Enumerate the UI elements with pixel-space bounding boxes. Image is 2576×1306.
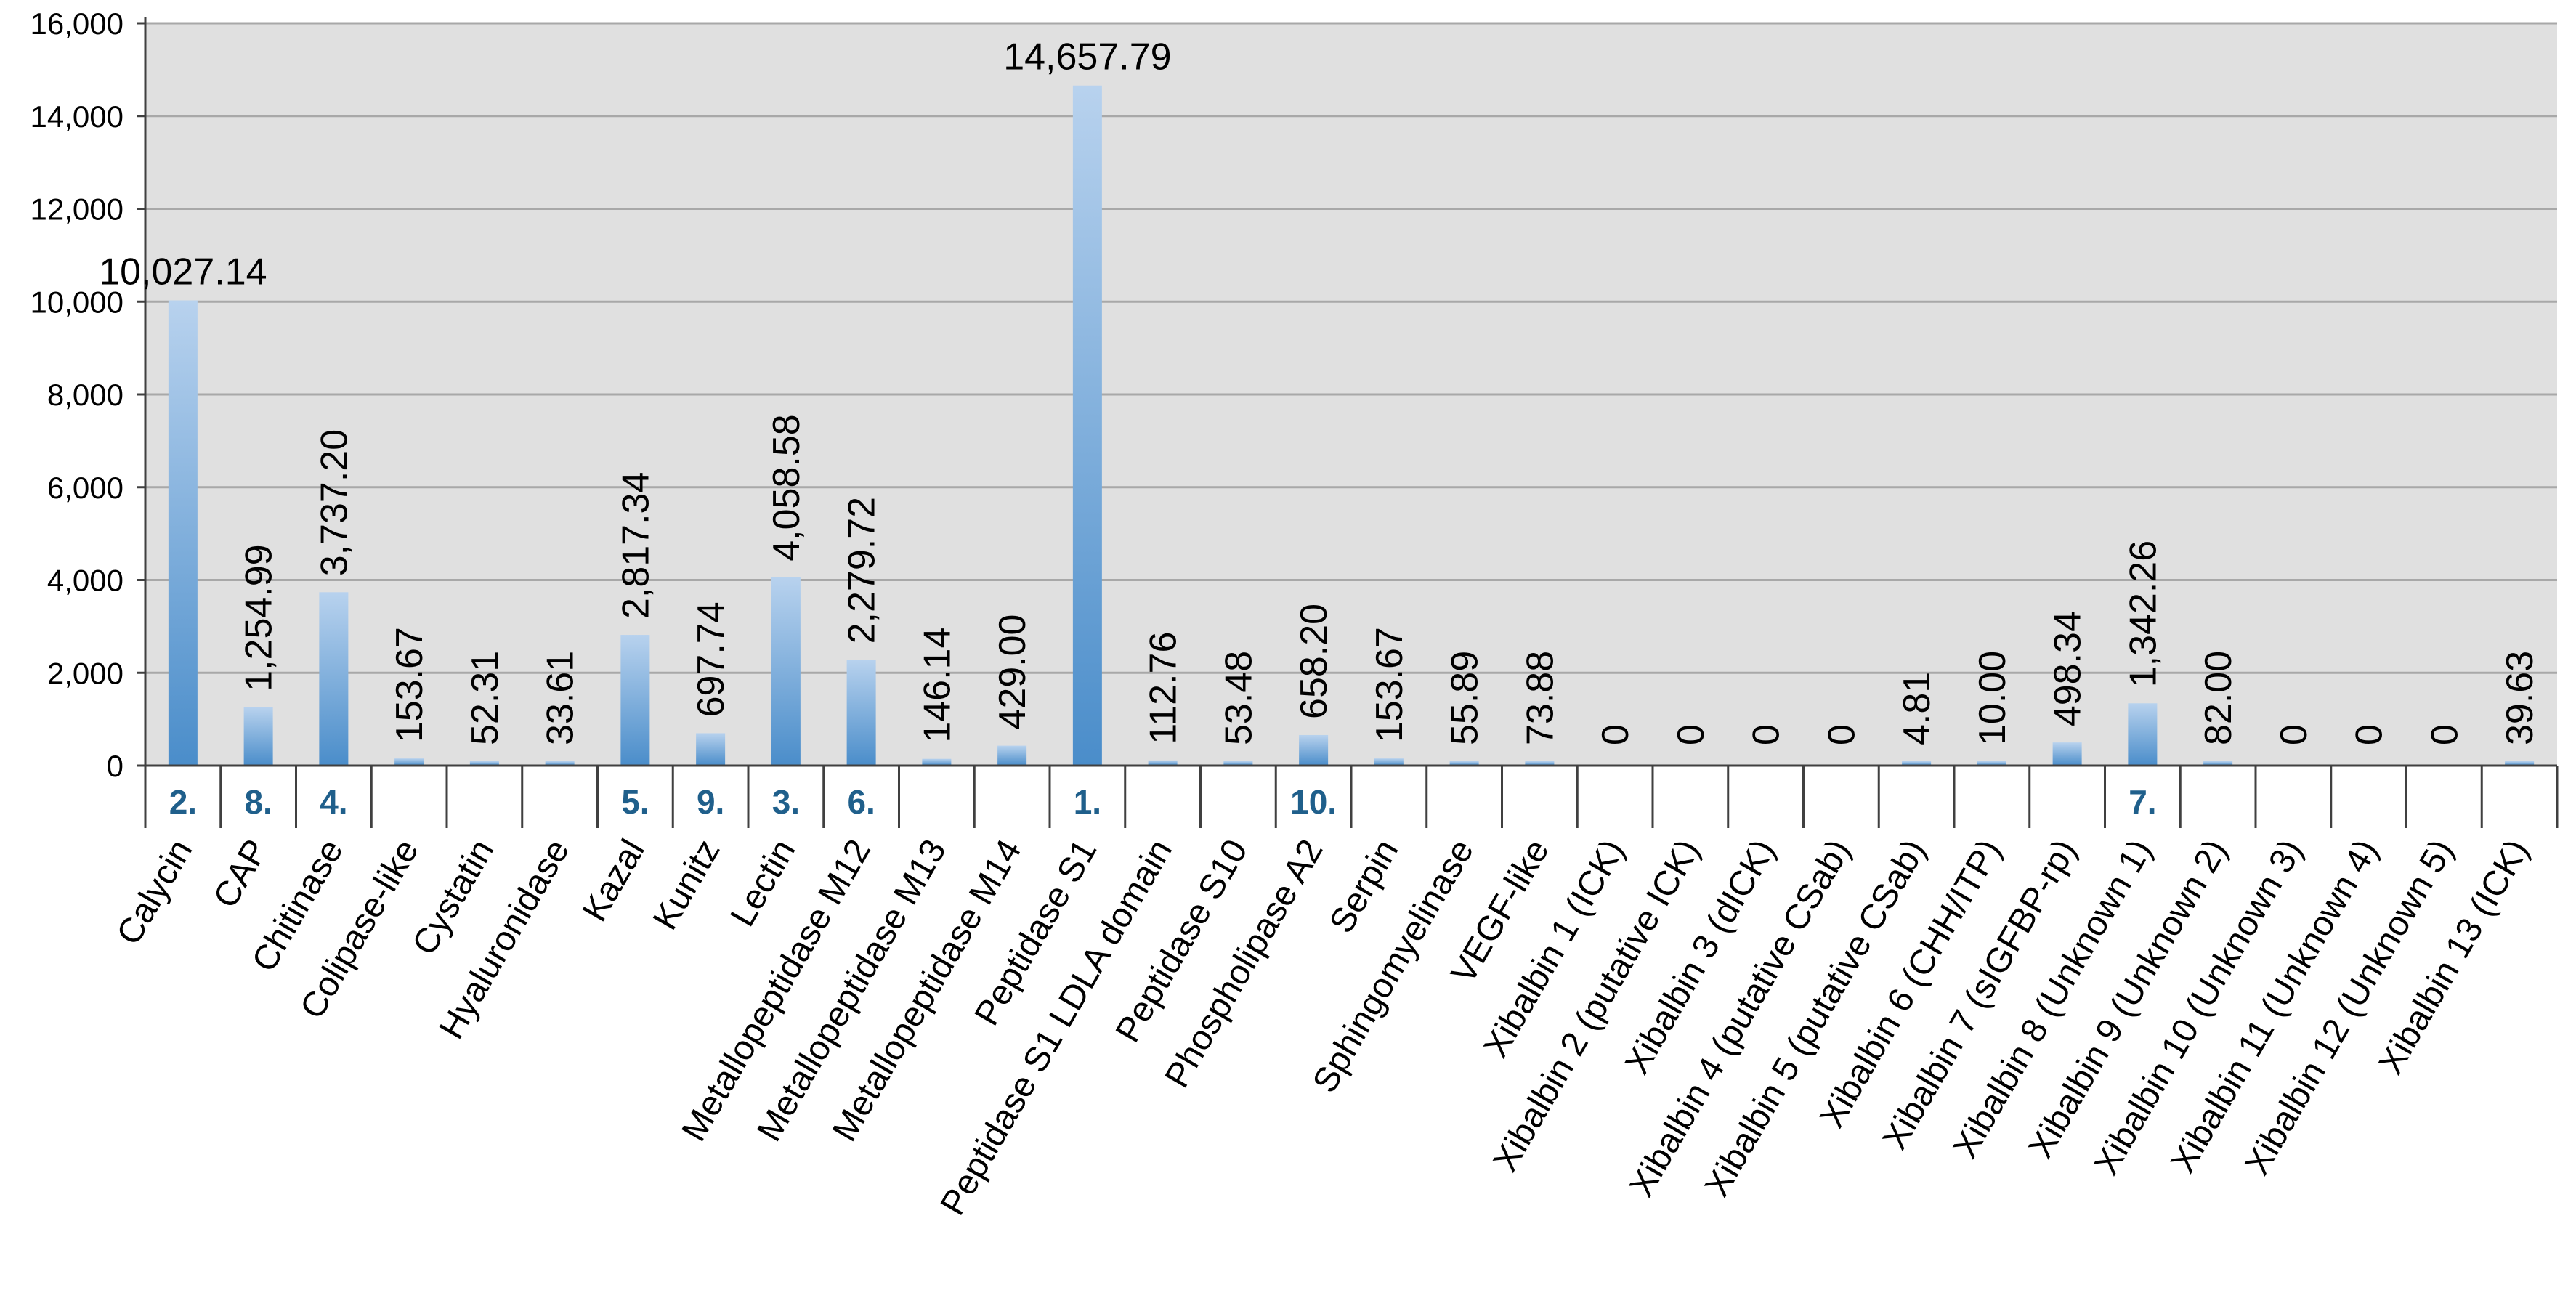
data-label: 498.34 bbox=[2047, 611, 2089, 726]
data-labels: 10,027.14 1,254.99 3,737.20 153.67 52.31 33.6… bbox=[99, 36, 2541, 745]
y-tick-label: 10,000 bbox=[31, 285, 123, 319]
data-label: 2,279.72 bbox=[841, 497, 883, 644]
y-tick-label: 6,000 bbox=[47, 471, 123, 505]
data-label: 14,657.79 bbox=[1003, 36, 1171, 78]
data-label: 73.88 bbox=[1519, 651, 1561, 745]
data-label: 0 bbox=[1820, 724, 1863, 745]
bar bbox=[1299, 734, 1329, 766]
data-label: 82.00 bbox=[2198, 651, 2240, 745]
rank-label: 8. bbox=[244, 783, 272, 821]
rank-label: 4. bbox=[320, 783, 347, 821]
rank-label: 2. bbox=[169, 783, 197, 821]
bar bbox=[243, 707, 273, 766]
bar bbox=[394, 758, 424, 766]
data-label: 10,027.14 bbox=[99, 251, 267, 293]
data-label: 52.31 bbox=[464, 651, 506, 745]
category-label: Calycin bbox=[110, 833, 201, 952]
data-label: 2,817.34 bbox=[615, 472, 657, 619]
data-label: 0 bbox=[2349, 724, 2391, 745]
category-label: Kazal bbox=[575, 833, 652, 928]
y-tick-label: 14,000 bbox=[31, 100, 123, 134]
bar bbox=[1072, 85, 1102, 766]
data-label: 4,058.58 bbox=[766, 414, 808, 561]
data-label: 112.76 bbox=[1143, 632, 1185, 745]
data-label: 658.20 bbox=[1293, 604, 1335, 719]
data-label: 53.48 bbox=[1218, 651, 1260, 745]
data-label: 1,342.26 bbox=[2122, 540, 2164, 687]
data-label: 3,737.20 bbox=[313, 429, 355, 576]
category-label: Serpin bbox=[1322, 833, 1406, 940]
data-label: 4.81 bbox=[1896, 672, 1938, 745]
data-label: 153.67 bbox=[1369, 627, 1411, 742]
y-axis-ticks: 0 2,000 4,000 6,000 8,000 10,000 12,000 14,000 1… bbox=[31, 7, 147, 783]
bar bbox=[2128, 703, 2158, 766]
data-label: 0 bbox=[2423, 724, 2466, 745]
bar bbox=[997, 745, 1027, 766]
data-label: 0 bbox=[1670, 724, 1712, 745]
rank-labels: 2. 8. 4. 5. 9. 3. 6. 1. 10. 7. bbox=[169, 783, 2157, 821]
bar bbox=[620, 635, 650, 766]
data-label: 146.14 bbox=[916, 628, 958, 743]
rank-label: 6. bbox=[847, 783, 875, 821]
bar bbox=[545, 761, 575, 766]
rank-label: 9. bbox=[697, 783, 724, 821]
rank-label: 1. bbox=[1074, 783, 1101, 821]
y-tick-label: 8,000 bbox=[47, 378, 123, 412]
data-label: 1,254.99 bbox=[238, 544, 280, 691]
bar bbox=[1148, 760, 1178, 766]
data-label: 10.00 bbox=[1972, 651, 2014, 745]
data-label: 39.63 bbox=[2499, 651, 2541, 745]
bar bbox=[846, 660, 876, 766]
category-label: Lectin bbox=[723, 833, 803, 933]
bar bbox=[1525, 761, 1555, 766]
y-tick-label: 12,000 bbox=[31, 192, 123, 227]
bar bbox=[2203, 761, 2233, 766]
data-label: 429.00 bbox=[992, 615, 1034, 730]
bar bbox=[1223, 761, 1253, 766]
rank-label: 5. bbox=[621, 783, 649, 821]
y-tick-label: 0 bbox=[107, 749, 123, 783]
rank-label: 10. bbox=[1290, 783, 1337, 821]
data-label: 697.74 bbox=[690, 601, 732, 717]
data-label: 33.61 bbox=[540, 651, 582, 745]
bar bbox=[168, 300, 198, 766]
rank-label: 3. bbox=[772, 783, 800, 821]
bar bbox=[1374, 758, 1404, 766]
bar bbox=[2505, 761, 2535, 766]
data-label: 0 bbox=[1746, 724, 1788, 745]
bar bbox=[696, 733, 726, 766]
category-labels: Calycin CAPChitinaseColipase-likeCystatin… bbox=[110, 833, 2537, 1222]
data-label: 55.89 bbox=[1444, 651, 1486, 745]
category-label: Kunitz bbox=[646, 833, 728, 936]
y-tick-label: 4,000 bbox=[47, 564, 123, 598]
bars bbox=[168, 85, 2535, 766]
gridlines bbox=[145, 22, 2557, 674]
y-tick-label: 2,000 bbox=[47, 656, 123, 690]
data-label: 153.67 bbox=[389, 627, 431, 742]
bar bbox=[1977, 761, 2006, 766]
bar bbox=[771, 577, 801, 766]
bar bbox=[922, 758, 952, 766]
y-tick-label: 16,000 bbox=[31, 7, 123, 41]
bar bbox=[469, 761, 499, 766]
rank-label: 7. bbox=[2129, 783, 2156, 821]
bar bbox=[1902, 761, 1932, 766]
x-axis bbox=[144, 764, 2559, 828]
category-label: CAP bbox=[206, 833, 275, 914]
bar bbox=[1449, 761, 1479, 766]
data-label: 0 bbox=[2273, 724, 2315, 745]
data-label: 0 bbox=[1595, 724, 1637, 745]
bar bbox=[319, 592, 349, 766]
bar bbox=[2052, 742, 2082, 766]
